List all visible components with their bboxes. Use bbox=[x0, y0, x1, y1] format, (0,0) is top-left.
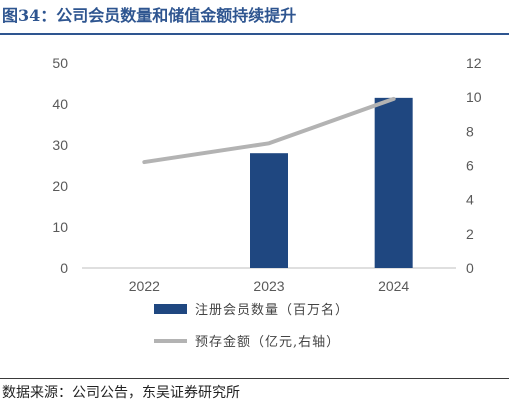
legend-line-label: 预存金额（亿元,右轴） bbox=[195, 334, 340, 350]
right-tick-label: 0 bbox=[466, 260, 474, 276]
left-tick-label: 40 bbox=[52, 96, 68, 112]
right-axis: 0 2 4 6 8 10 12 bbox=[466, 55, 482, 276]
left-tick-label: 20 bbox=[52, 178, 68, 194]
source-divider bbox=[0, 378, 509, 379]
left-tick-label: 30 bbox=[52, 137, 68, 153]
left-tick-label: 10 bbox=[52, 219, 68, 235]
line-series bbox=[142, 96, 396, 165]
legend-bar-swatch bbox=[154, 304, 187, 314]
bar bbox=[250, 153, 288, 268]
x-tick-label: 2022 bbox=[129, 278, 160, 294]
right-tick-label: 4 bbox=[466, 192, 474, 208]
bar bbox=[374, 97, 413, 268]
left-tick-label: 0 bbox=[60, 260, 68, 276]
legend: 注册会员数量（百万名） 预存金额（亿元,右轴） bbox=[154, 302, 349, 350]
x-tick-label: 2023 bbox=[253, 278, 284, 294]
right-tick-label: 8 bbox=[466, 123, 474, 139]
title-divider bbox=[0, 33, 509, 35]
right-tick-label: 10 bbox=[466, 89, 482, 105]
left-tick-label: 50 bbox=[52, 55, 68, 71]
chart-svg: 0 10 20 30 40 50 0 2 4 6 8 10 12 2022 2023 2024 注册会员数… bbox=[52, 55, 482, 350]
right-tick-label: 12 bbox=[466, 55, 482, 71]
right-tick-label: 2 bbox=[466, 226, 474, 242]
series-line bbox=[142, 96, 396, 165]
x-tick-label: 2024 bbox=[378, 278, 409, 294]
bar-series bbox=[250, 97, 413, 268]
left-axis: 0 10 20 30 40 50 bbox=[52, 55, 68, 276]
right-tick-label: 6 bbox=[466, 158, 474, 174]
legend-bar-label: 注册会员数量（百万名） bbox=[195, 302, 349, 318]
x-axis: 2022 2023 2024 bbox=[129, 278, 410, 294]
source-note: 数据来源：公司公告，东吴证券研究所 bbox=[2, 385, 240, 401]
chart-title: 图34：公司会员数量和储值金额持续提升 bbox=[2, 6, 297, 25]
